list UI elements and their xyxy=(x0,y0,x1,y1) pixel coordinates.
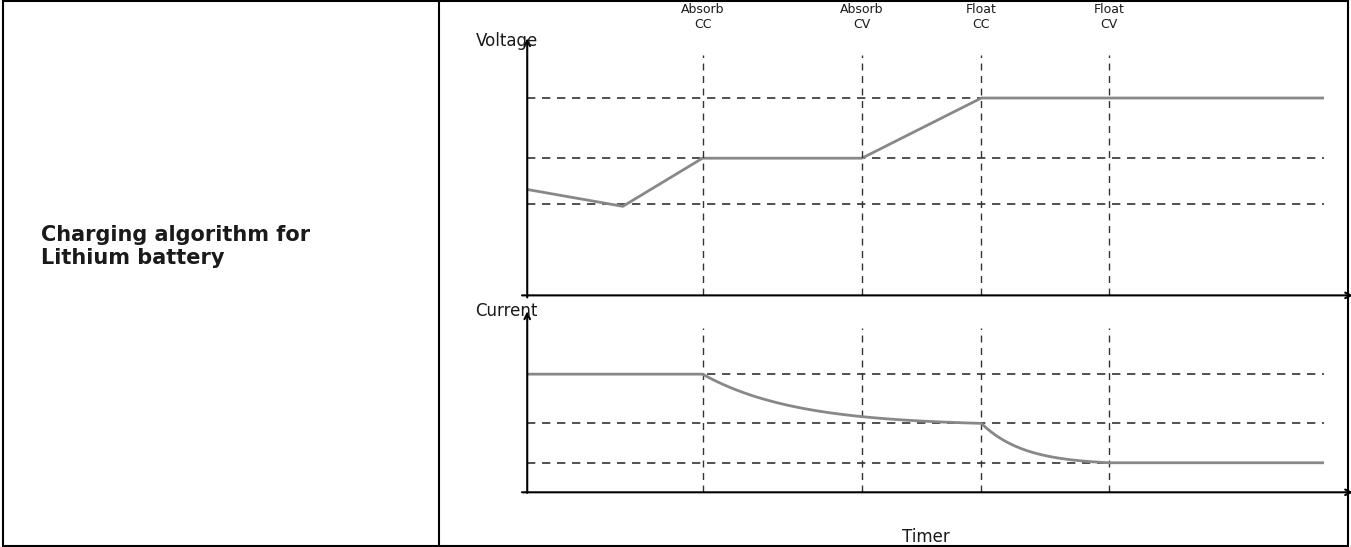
Text: Float
CV: Float CV xyxy=(1093,3,1124,31)
Text: Voltage: Voltage xyxy=(476,32,538,50)
Text: Current: Current xyxy=(476,302,538,320)
Text: Charging algorithm for
Lithium battery: Charging algorithm for Lithium battery xyxy=(41,225,309,267)
Text: Timer: Timer xyxy=(901,528,950,546)
Text: Absorb
CV: Absorb CV xyxy=(840,3,884,31)
Text: Float
CC: Float CC xyxy=(966,3,997,31)
Text: Absorb
CC: Absorb CC xyxy=(681,3,724,31)
